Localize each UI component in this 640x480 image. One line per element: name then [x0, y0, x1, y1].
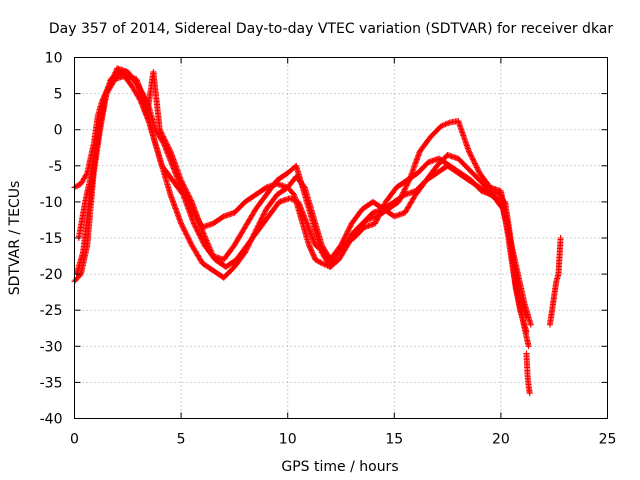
y-tick-labels: -40 -35 -30 -25 -20 -15 -10 -5 0 5 10 [40, 51, 63, 428]
x-tick-label: 5 [177, 432, 186, 448]
y-tick-label: -30 [40, 339, 63, 355]
y-tick-label: 10 [45, 51, 63, 67]
y-tick-label: -10 [40, 195, 63, 211]
y-tick-label: -15 [40, 231, 63, 247]
x-axis-label: GPS time / hours [281, 459, 398, 475]
y-tick-label: 0 [54, 123, 63, 139]
series-track-3 [73, 68, 530, 335]
y-tick-label: -25 [40, 303, 63, 319]
x-tick-label: 0 [70, 432, 79, 448]
y-tick-label: -40 [40, 412, 63, 428]
x-tick-label: 25 [599, 432, 617, 448]
y-tick-label: -5 [49, 159, 63, 175]
series-tail [523, 235, 564, 397]
data-series [71, 65, 564, 397]
series-markers [73, 68, 530, 335]
y-tick-label: -20 [40, 267, 63, 283]
x-tick-labels: 0 5 10 15 20 25 [70, 432, 616, 448]
y-tick-label: -35 [40, 375, 63, 391]
grid-lines [74, 57, 608, 419]
y-axis-label: SDTVAR / TECUs [7, 181, 23, 296]
series-markers [523, 235, 564, 397]
x-tick-label: 20 [492, 432, 510, 448]
x-tick-label: 10 [279, 432, 297, 448]
y-tick-label: 5 [54, 87, 63, 103]
axis-ticks [74, 57, 608, 419]
x-tick-label: 15 [385, 432, 403, 448]
chart-title: Day 357 of 2014, Sidereal Day-to-day VTE… [49, 21, 614, 37]
